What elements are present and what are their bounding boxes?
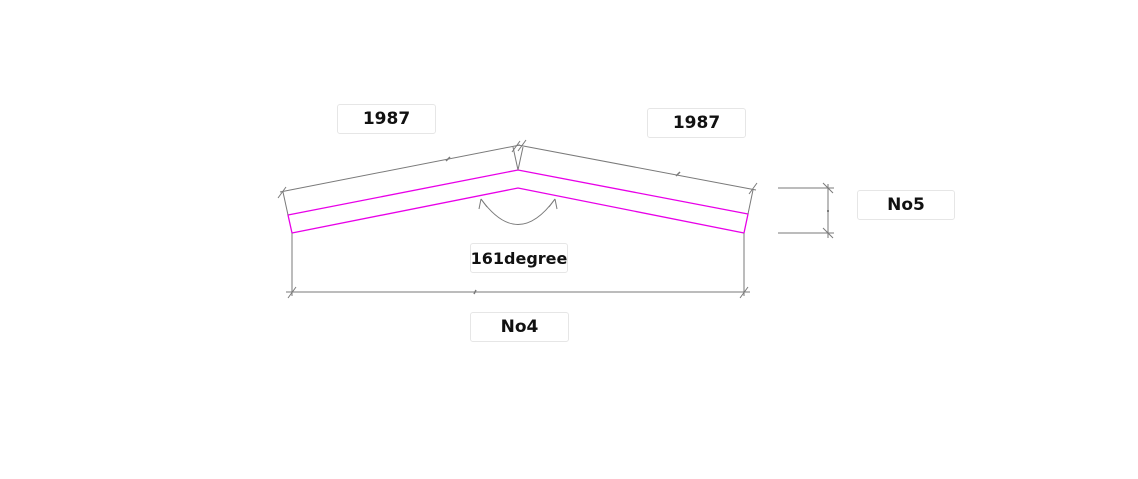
- bent-profile-outline: [287, 169, 749, 234]
- right-length-label: 1987: [647, 108, 746, 138]
- right-dimension-line: [517, 144, 757, 191]
- angle-label: 161degree: [470, 243, 568, 273]
- thickness-dimension: [778, 182, 834, 239]
- angle-arrow-right-a: [554, 198, 558, 210]
- right-midpoint-mark: [675, 171, 681, 177]
- left-length-label: 1987: [337, 104, 436, 134]
- left-extension-line: [282, 191, 289, 216]
- angle-arrow-left-b: [480, 198, 488, 208]
- bottom-tick-left: [287, 286, 297, 299]
- angle-dimension: [478, 198, 558, 225]
- right-extension-line: [747, 189, 754, 215]
- bottom-span-label: No4: [470, 312, 569, 342]
- right-tick-start: [517, 139, 527, 152]
- right-tick-end: [748, 182, 758, 195]
- angle-arc: [480, 198, 556, 225]
- angle-arrow-right-b: [548, 198, 556, 208]
- thickness-tick-top: [822, 182, 834, 194]
- left-midpoint-mark: [445, 156, 451, 162]
- right-length-dimension: [517, 139, 758, 215]
- apex-extension-lines: [512, 146, 524, 171]
- bottom-midpoint-mark: [473, 289, 477, 295]
- left-tick-start: [277, 186, 287, 199]
- angle-arrow-left-a: [478, 198, 482, 210]
- bottom-tick-right: [739, 286, 749, 299]
- left-length-dimension: [277, 140, 521, 216]
- thickness-label: No5: [857, 190, 955, 220]
- bottom-span-dimension: [286, 233, 750, 299]
- thickness-tick-bottom: [822, 227, 834, 239]
- left-dimension-line: [279, 144, 521, 193]
